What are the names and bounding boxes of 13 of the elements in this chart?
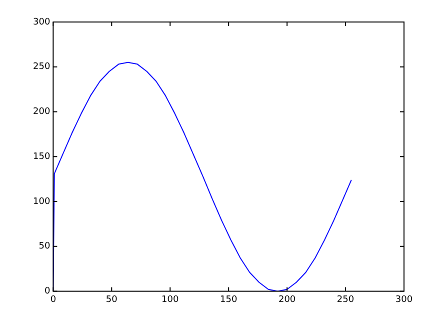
- x-tick-label: 300: [395, 294, 413, 305]
- y-tick-label: 200: [32, 107, 50, 118]
- x-tick-label: 200: [278, 294, 296, 305]
- x-tick-label: 150: [220, 294, 238, 305]
- y-tick-label: 300: [32, 17, 50, 28]
- x-tick-label: 100: [162, 294, 179, 305]
- x-tick-label: 250: [336, 294, 354, 305]
- y-tick-label: 150: [32, 152, 50, 162]
- y-tick-label: 100: [32, 196, 50, 207]
- y-tick-label: 50: [38, 242, 50, 252]
- y-tick-label: 0: [44, 286, 50, 297]
- x-tick-label: 50: [106, 294, 118, 305]
- y-tick-label: 250: [32, 62, 50, 72]
